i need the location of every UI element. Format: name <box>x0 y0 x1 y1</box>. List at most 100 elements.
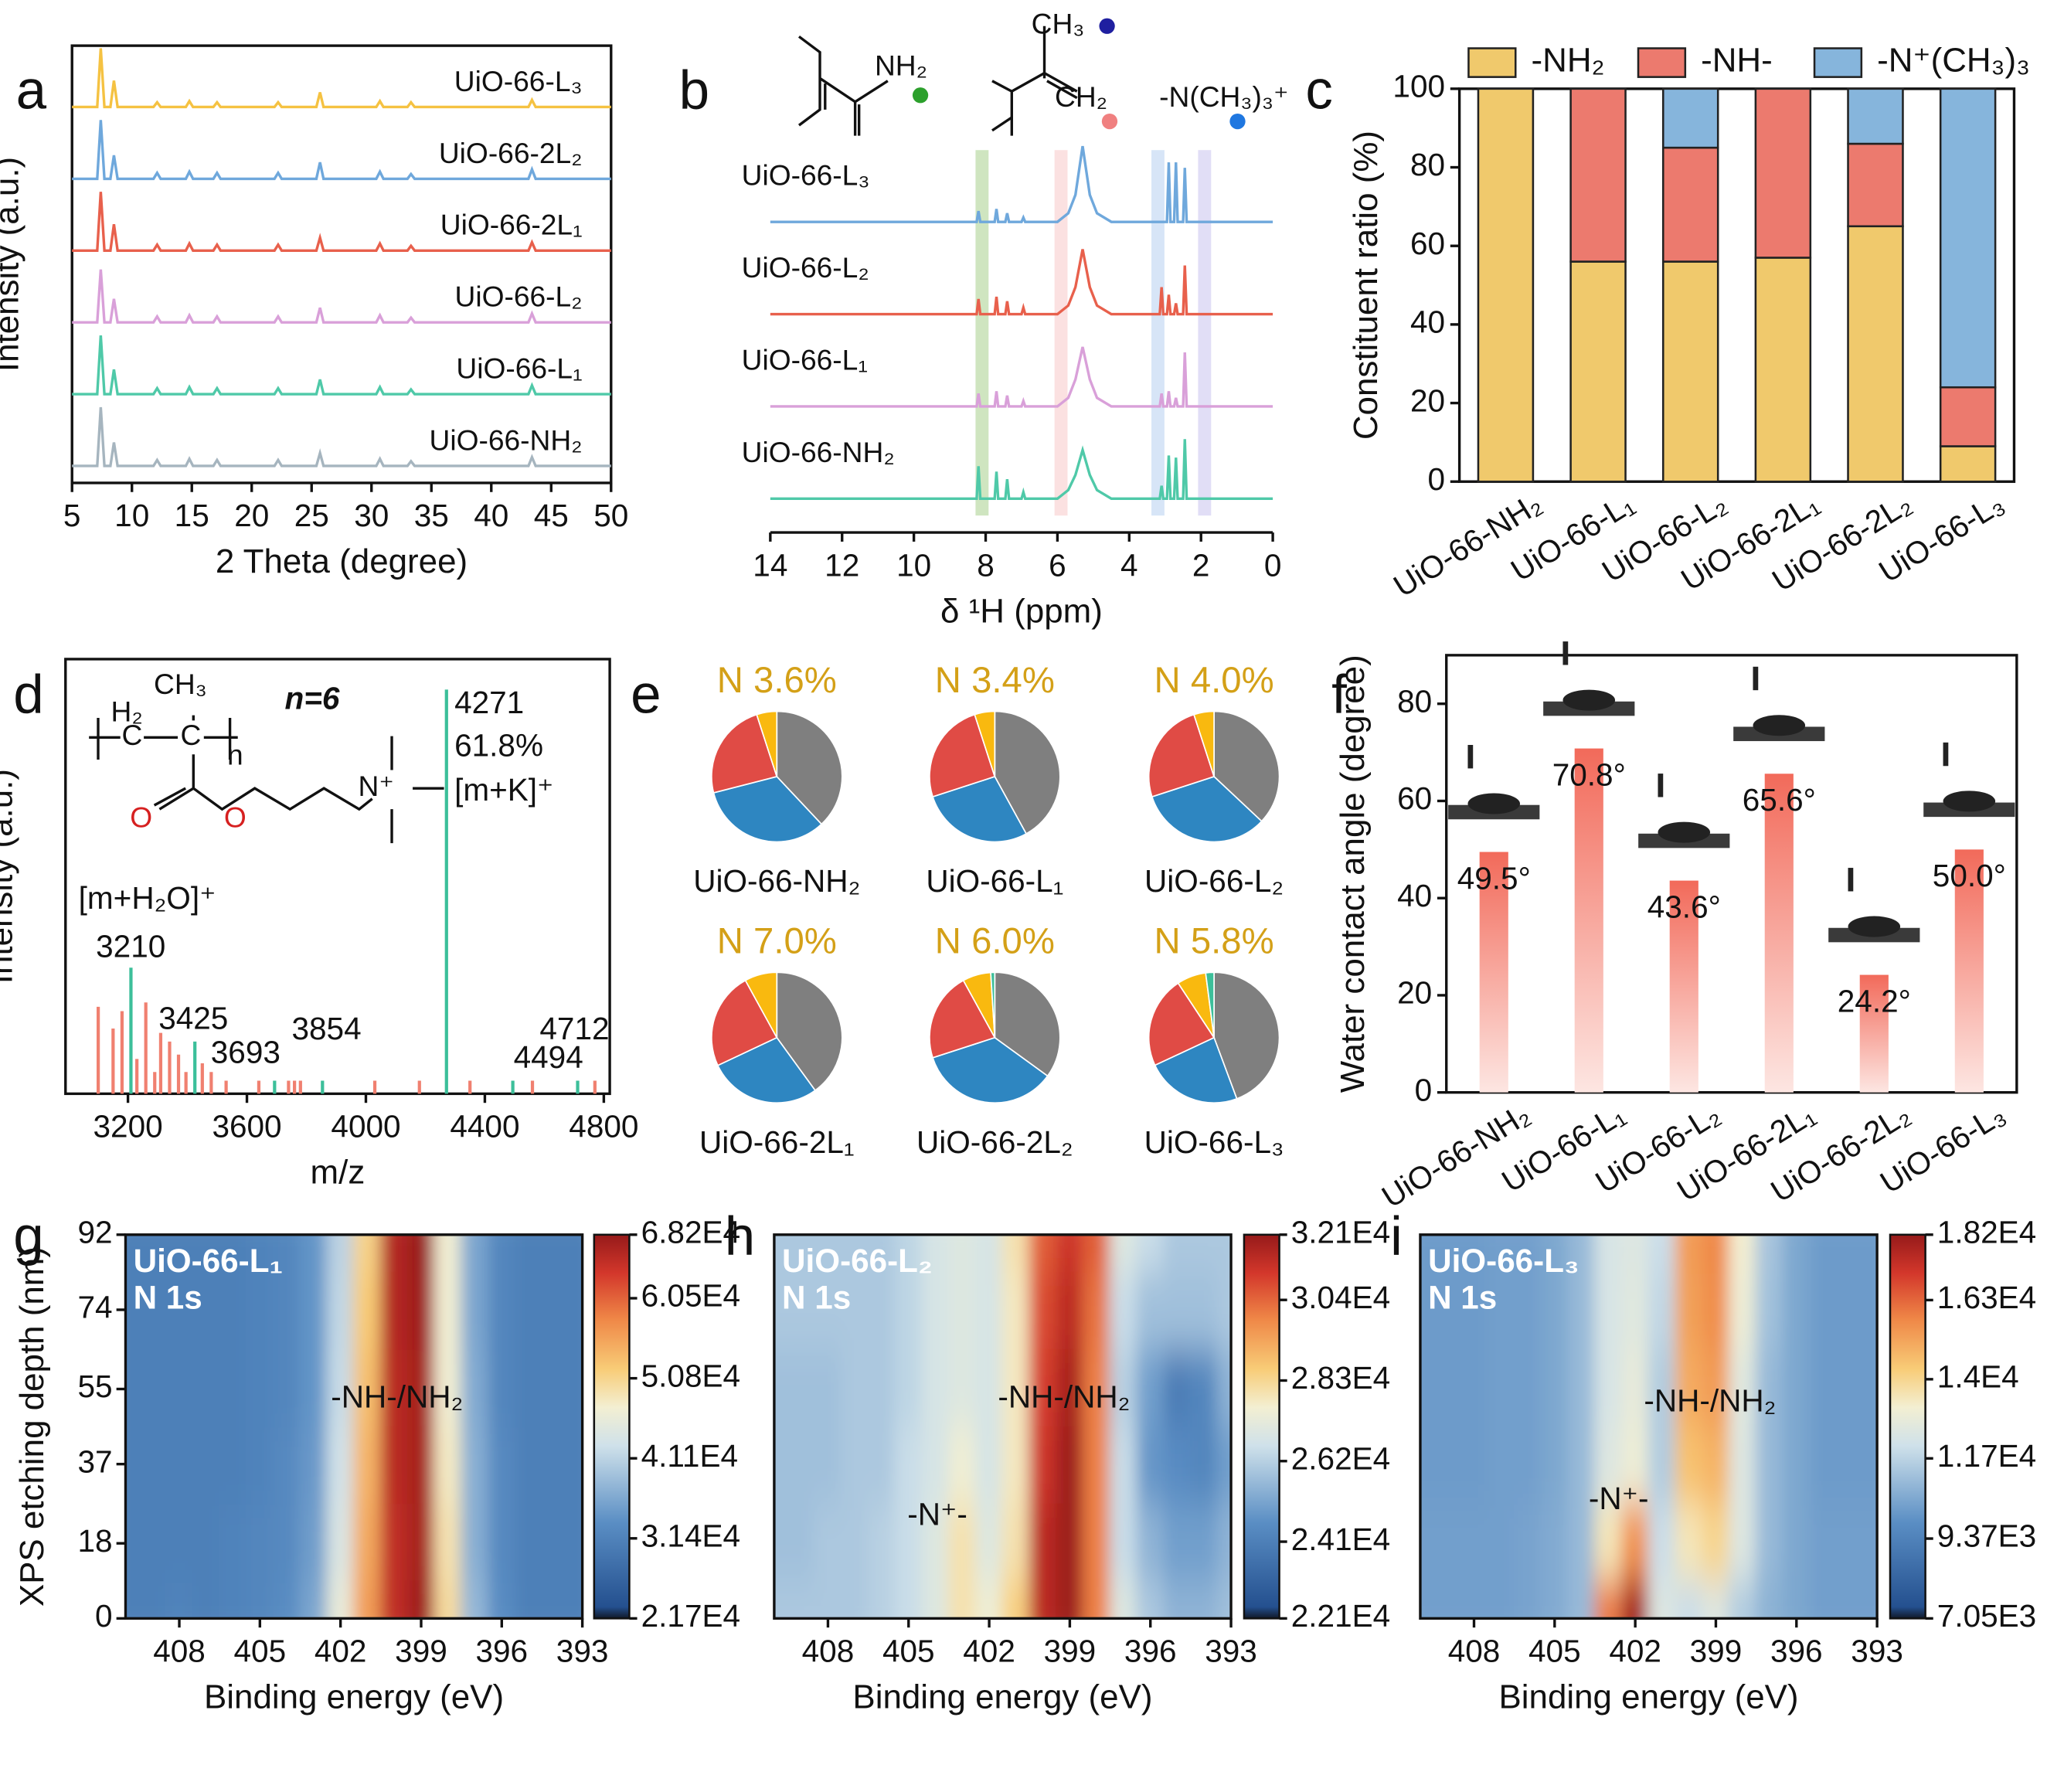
heatmap-cell <box>1029 1272 1057 1350</box>
heatmap-cell <box>894 1272 923 1350</box>
heatmap-cell <box>353 1272 382 1350</box>
peak-label: 3693 <box>211 1034 281 1069</box>
heatmap-cell <box>1513 1503 1542 1581</box>
heatmap-cell <box>1594 1234 1623 1273</box>
heatmap-cell <box>814 1349 842 1427</box>
heatmap-cell <box>1594 1349 1623 1427</box>
heatmap-cell <box>272 1426 301 1504</box>
heatmap-cell <box>814 1272 842 1350</box>
pie-label: UiO-66-L₃ <box>1144 1124 1284 1160</box>
colorbar-tick-label: 2.41E4 <box>1291 1522 1390 1557</box>
value-label: 50.0° <box>1933 858 2006 893</box>
heatmap-cell <box>948 1503 977 1581</box>
legend-label: -NH₂ <box>1532 42 1605 80</box>
heatmap-cell <box>1216 1426 1232 1504</box>
heatmap-cell <box>125 1426 140 1504</box>
heatmap-cell <box>1647 1426 1677 1504</box>
x-tick-label: 405 <box>882 1634 935 1669</box>
heatmap-cell <box>814 1580 842 1619</box>
bar-segment <box>1661 146 1719 263</box>
heatmap-cell <box>948 1349 977 1427</box>
heatmap-cell <box>1809 1503 1838 1581</box>
heatmap-cell <box>840 1234 869 1273</box>
heatmap-cell <box>1460 1272 1488 1350</box>
colorbar-tick-label: 1.82E4 <box>1937 1214 2036 1250</box>
heatmap-cell <box>488 1580 516 1619</box>
x-axis-title: Binding energy (eV) <box>852 1678 1152 1716</box>
y-axis-title: Intensity (a.u.) <box>0 157 26 372</box>
heatmap-cell <box>1029 1503 1057 1581</box>
structure-drawing <box>991 26 1078 136</box>
y-tick-label: 55 <box>77 1369 112 1404</box>
heatmap-cell <box>1836 1503 1865 1581</box>
heatmap-cell <box>1647 1272 1677 1350</box>
heatmap-cell <box>774 1272 789 1350</box>
marker-dot <box>1229 113 1246 130</box>
y-tick-label: 100 <box>1392 69 1445 104</box>
heatmap-cell <box>1809 1426 1838 1504</box>
heatmap-cell <box>1420 1272 1435 1350</box>
heatmap-cell <box>814 1426 842 1504</box>
heatmap-cell <box>1513 1349 1542 1427</box>
annotation: -NH-/NH₂ <box>331 1379 463 1414</box>
heatmap-cell <box>1082 1234 1111 1273</box>
heatmap-cell <box>1862 1349 1878 1427</box>
colorbar-tick-label: 2.62E4 <box>1291 1440 1390 1476</box>
x-tick-label: 402 <box>1609 1634 1661 1669</box>
pie-slice <box>1148 982 1216 1066</box>
heatmap-cell <box>272 1349 301 1427</box>
heatmap-cell <box>787 1580 815 1619</box>
heatmap-cell <box>1862 1580 1878 1619</box>
heatmap-cell <box>867 1503 896 1581</box>
highlight-band <box>1151 150 1165 516</box>
heatmap-cell <box>1029 1426 1057 1504</box>
heatmap-cell <box>1809 1349 1838 1427</box>
highlight-band <box>1198 150 1212 516</box>
heatmap-cell <box>541 1272 570 1350</box>
heatmap-cell <box>488 1272 516 1350</box>
heatmap-cell <box>1460 1503 1488 1581</box>
heatmap-cell <box>1675 1503 1703 1581</box>
x-tick-label: 10 <box>114 498 149 533</box>
heatmap-cell <box>1029 1349 1057 1427</box>
heatmap-cell <box>353 1234 382 1273</box>
heatmap-cell <box>541 1580 570 1619</box>
heatmap-cell <box>948 1426 977 1504</box>
heatmap-cell <box>1460 1349 1488 1427</box>
pie-slice <box>776 971 843 1092</box>
heatmap-cell <box>1729 1349 1757 1427</box>
bar-segment <box>1939 386 1997 447</box>
heatmap-cell <box>1647 1503 1677 1581</box>
heatmap-cell <box>219 1272 247 1350</box>
x-tick-label: 4000 <box>331 1109 400 1144</box>
heatmap-cell <box>192 1503 221 1581</box>
droplet <box>1658 821 1711 843</box>
heatmap-cell <box>1136 1426 1165 1504</box>
heatmap-cell <box>272 1234 301 1273</box>
y-tick-label: 60 <box>1397 780 1432 816</box>
x-tick-label: 396 <box>1124 1634 1177 1669</box>
heatmap-cell <box>406 1272 436 1350</box>
heatmap-cell <box>1216 1349 1232 1427</box>
heatmap-cell <box>1109 1349 1138 1427</box>
heatmap-cell <box>1755 1503 1784 1581</box>
x-tick-label: 25 <box>294 498 329 533</box>
x-tick-label: 2 <box>1192 547 1210 583</box>
droplet <box>1943 791 1996 812</box>
heatmap-cell <box>1433 1234 1461 1273</box>
y-axis-title: Intensity (a.u.) <box>0 769 19 984</box>
heatmap-cell <box>1056 1503 1084 1581</box>
heatmap-cell <box>1809 1580 1838 1619</box>
heatmap-cell <box>125 1272 140 1350</box>
highlight-band <box>1054 150 1068 516</box>
heatmap-cell <box>1675 1349 1703 1427</box>
heatmap-cell <box>326 1503 355 1581</box>
heatmap-cell <box>406 1234 436 1273</box>
heatmap-cell <box>138 1234 167 1273</box>
peak-label: 3425 <box>158 1001 228 1036</box>
heatmap-cell <box>1190 1426 1219 1504</box>
heatmap-cell <box>1420 1503 1435 1581</box>
colorbar-tick-label: 6.05E4 <box>641 1278 740 1314</box>
heatmap-cell <box>921 1503 950 1581</box>
heatmap-cell <box>1782 1580 1811 1619</box>
